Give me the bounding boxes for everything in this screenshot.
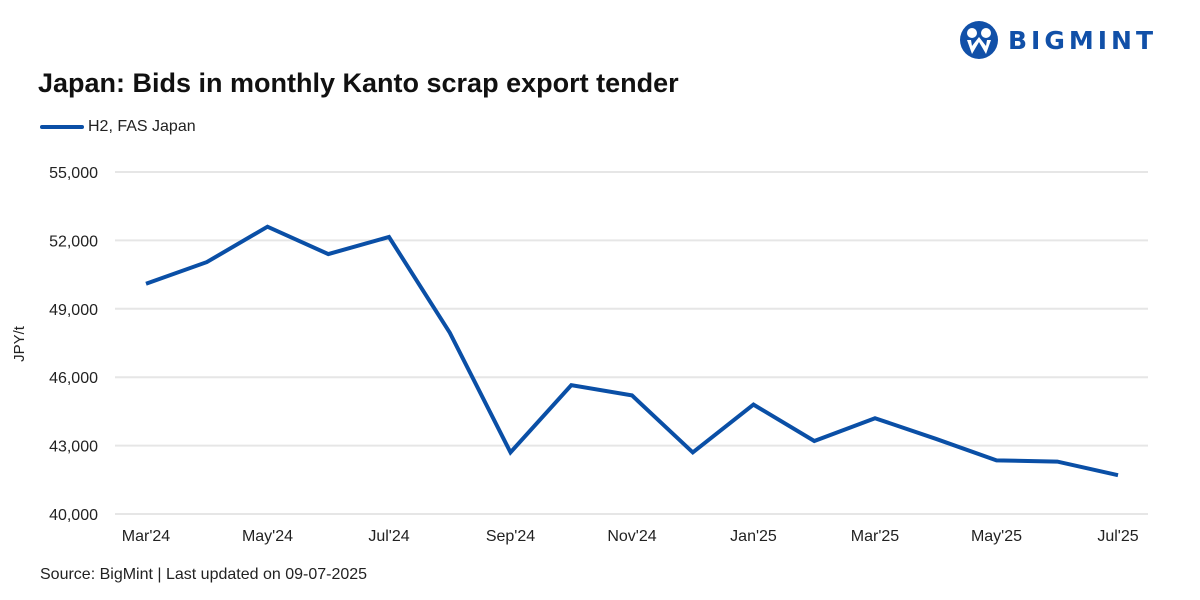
y-tick-label: 40,000 [49, 507, 98, 524]
x-tick-label: May'25 [971, 528, 1022, 545]
legend-line-swatch [40, 125, 84, 129]
x-tick-label: Sep'24 [486, 528, 535, 545]
bigmint-people-icon [960, 21, 998, 59]
y-tick-label: 52,000 [49, 233, 98, 250]
x-tick-label: May'24 [242, 528, 293, 545]
x-tick-label: Jul'24 [368, 528, 409, 545]
legend-label: H2, FAS Japan [88, 118, 196, 135]
y-axis-ticks: 40,000 43,000 46,000 49,000 52,000 55,000 [49, 165, 98, 524]
x-tick-label: Mar'24 [122, 528, 171, 545]
gridlines [115, 171, 1148, 515]
brand-name: BIGMINT [1008, 25, 1158, 55]
chart-legend: H2, FAS Japan [40, 118, 196, 136]
x-tick-label: Mar'25 [851, 528, 900, 545]
x-tick-label: Jul'25 [1097, 528, 1138, 545]
chart-title: Japan: Bids in monthly Kanto scrap expor… [38, 68, 679, 98]
y-tick-label: 49,000 [49, 302, 98, 319]
y-axis-label: JPY/t [11, 325, 28, 362]
series-line-h2-fas-japan [145, 224, 1119, 478]
x-tick-label: Nov'24 [607, 528, 656, 545]
x-axis-ticks: Mar'24 May'24 Jul'24 Sep'24 Nov'24 Jan'25 Mar'… [122, 528, 1139, 545]
y-tick-label: 43,000 [49, 439, 98, 456]
brand-logo: BIGMINT [958, 20, 1157, 60]
source-note: Source: BigMint | Last updated on 09-07-… [40, 566, 368, 583]
y-tick-label: 55,000 [49, 165, 98, 182]
y-tick-label: 46,000 [49, 370, 98, 387]
x-tick-label: Jan'25 [730, 528, 777, 545]
